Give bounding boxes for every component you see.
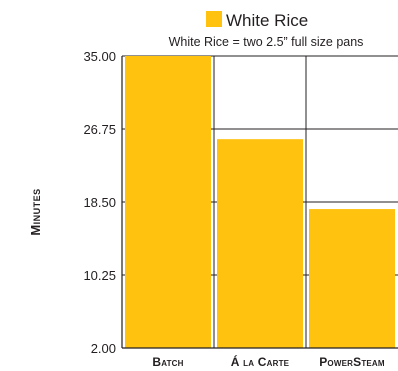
legend: White Rice [206,11,308,30]
y-tick-label: 35.00 [83,49,116,64]
x-tick-label: Batch [152,355,183,369]
legend-label: White Rice [226,11,308,30]
x-axis-ticks: Batch Á la Carte PowerSteam [152,354,385,369]
bar-1 [125,56,211,348]
chart-subtitle: White Rice = two 2.5” full size pans [169,35,364,49]
x-tick-label: Á la Carte [231,354,290,369]
bar-2 [217,139,303,348]
y-tick-label: 2.00 [91,341,116,356]
bar-3 [309,209,395,348]
legend-swatch [206,11,222,27]
y-tick-label: 26.75 [83,122,116,137]
y-axis-ticks: 35.00 26.75 18.50 10.25 2.00 [83,49,116,356]
y-axis-label: Minutes [28,188,43,235]
y-tick-label: 18.50 [83,195,116,210]
y-tick-label: 10.25 [83,268,116,283]
x-tick-label: PowerSteam [319,355,385,369]
